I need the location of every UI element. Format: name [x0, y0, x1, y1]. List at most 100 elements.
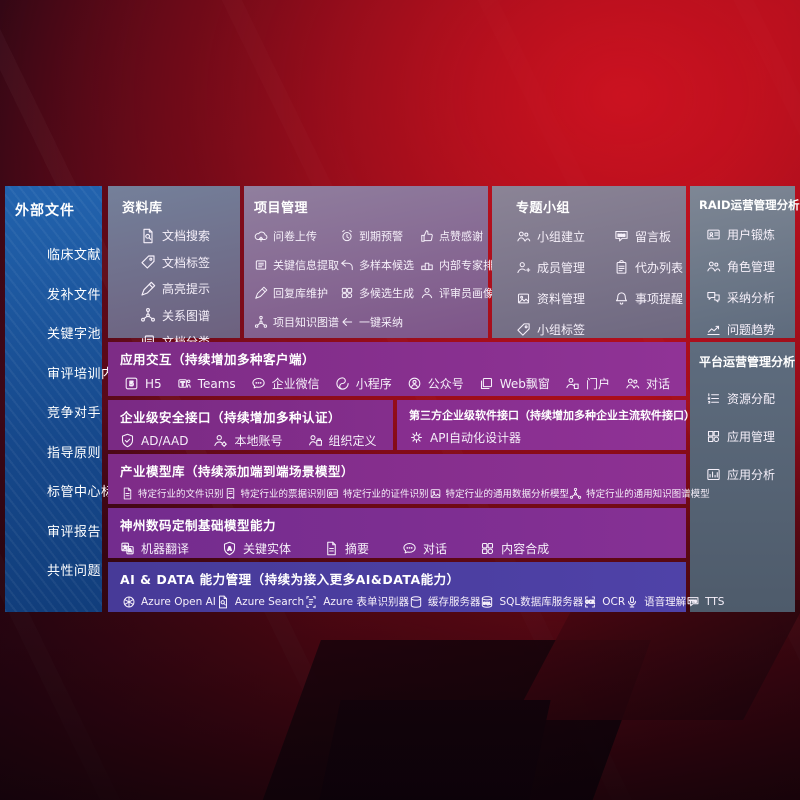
feature-label: 到期预警: [359, 230, 403, 243]
model-label: 特定行业的通用数据分析模型: [445, 489, 570, 500]
capability-label: 摘要: [345, 542, 370, 556]
api-item: API自动化设计器: [409, 429, 521, 446]
resource-allocation-icon: [706, 391, 721, 406]
feature-item: 事项提醒: [614, 290, 683, 307]
feature-item: 高亮提示: [140, 280, 232, 297]
feature-item: 资料管理: [516, 290, 614, 307]
expert-ranking-icon: [420, 258, 434, 272]
external-file-item: 关键字池: [47, 323, 102, 342]
bbs-board-icon: [614, 229, 629, 244]
feature-item: 小组建立: [516, 228, 614, 245]
external-files-panel: 外部文件 临床文献 发补文件 关键字池 审评培训内容 竞争对手 指导原则: [5, 186, 128, 612]
capability-label: 内容合成: [501, 542, 550, 556]
adopt-analysis-icon: [706, 290, 721, 305]
relation-graph-icon: [140, 307, 156, 323]
panel-title: 外部文件: [15, 203, 75, 219]
teams-icon: [177, 376, 192, 391]
ai-service-label: TTS: [705, 595, 725, 608]
client-item: Teams: [177, 376, 236, 391]
reviewer-profile-icon: [420, 286, 434, 300]
feature-item: 多候选生成: [340, 285, 420, 301]
feature-item: 应用分析: [706, 466, 791, 483]
external-file-item: 审评报告: [47, 521, 102, 540]
custom-base-model-row: 神州数码定制基础模型能力 机器翻译 关键实体 摘要 对话: [108, 508, 686, 558]
row-title: 第三方企业级软件接口（持续增加多种企业主流软件接口）: [409, 409, 695, 422]
client-label: 小程序: [355, 377, 392, 391]
client-label: 门户: [585, 377, 610, 391]
feature-item: 问卷上传: [254, 228, 340, 244]
project-feature-grid: 问卷上传 到期预警 点赞感谢 关键信息提取 多样本候选: [254, 228, 505, 330]
app-manage-icon: [706, 429, 721, 444]
feature-label: 多候选生成: [359, 287, 414, 300]
tts-icon: [686, 595, 700, 609]
chat-icon: [402, 541, 417, 556]
capability-item: 内容合成: [480, 540, 549, 557]
highlight-pen-icon: [140, 281, 156, 297]
model-item: 特定行业的文件识别: [121, 486, 224, 500]
ai-data-capability-row: AI & DATA 能力管理（持续为接入更多AI&DATA能力） Azure O…: [108, 562, 724, 612]
sql-server-icon: [480, 595, 494, 609]
client-item: 对话: [625, 375, 670, 392]
group-create-icon: [516, 229, 531, 244]
receipt-recognition-icon: [224, 487, 237, 500]
feature-label: 评审员画像: [439, 287, 494, 300]
auth-label: 本地账号: [234, 434, 283, 448]
feature-label: 角色管理: [727, 259, 776, 274]
key-entity-icon: [222, 541, 237, 556]
app-interaction-row: 应用交互（持续增加多种客户端） H5 Teams 企业微信 小程序: [108, 342, 686, 396]
ai-service-label: SQL数据库服务器: [499, 596, 584, 608]
client-list: H5 Teams 企业微信 小程序 公众号: [120, 375, 674, 392]
feature-label: 用户锻炼: [727, 228, 776, 242]
knowledge-graph-model-icon: [569, 487, 582, 500]
certificate-recognition-icon: [326, 487, 339, 500]
file-recognition-icon: [121, 487, 134, 500]
feature-label: 代办列表: [635, 261, 684, 275]
background-shape: [319, 700, 551, 800]
knowledge-graph-icon: [254, 315, 268, 329]
ocr-icon: [583, 595, 597, 609]
model-item: 特定行业的通用数据分析模型: [429, 486, 570, 500]
api-list: API自动化设计器: [409, 429, 674, 446]
feature-item: 角色管理: [706, 258, 791, 275]
external-files-list: 临床文献 发补文件 关键字池 审评培训内容 竞争对手 指导原则 标管中心标准: [15, 244, 128, 579]
panel-title: RAID运营管理分析: [699, 198, 800, 212]
feature-item: 文档标签: [140, 254, 232, 271]
ai-service-label: 语音理解: [644, 596, 687, 608]
user-card-icon: [706, 227, 721, 242]
feature-item: 采纳分析: [706, 289, 791, 306]
capability-item: 对话: [402, 540, 447, 557]
external-file-item: 竞争对手: [47, 402, 102, 421]
form-recognizer-icon: [304, 595, 318, 609]
row-title: 应用交互（持续增加多种客户端）: [120, 352, 316, 367]
ai-service-label: 缓存服务器: [427, 596, 481, 608]
feature-label: 一键采纳: [359, 315, 403, 329]
external-file-item: 发补文件: [47, 284, 102, 303]
feature-item: 项目知识图谱: [254, 314, 340, 330]
thumbs-up-icon: [420, 229, 434, 243]
auth-item: AD/AAD: [120, 433, 188, 448]
auth-label: AD/AAD: [141, 433, 189, 448]
feature-label: 关键信息提取: [273, 258, 339, 272]
official-account-icon: [407, 376, 422, 391]
speech-icon: [625, 595, 639, 609]
model-label: 特定行业的文件识别: [138, 489, 224, 500]
ai-service-label: Azure Search: [234, 595, 305, 608]
feature-item: 多样本候选: [340, 257, 420, 273]
feature-item: 到期预警: [340, 228, 420, 244]
ai-service-item: Azure Search: [216, 595, 304, 609]
capability-label: 关键实体: [243, 542, 292, 556]
feature-label: 资料管理: [537, 292, 586, 306]
data-analysis-model-icon: [429, 487, 442, 500]
client-label: H5: [145, 376, 162, 391]
capability-item: 摘要: [324, 540, 369, 557]
external-file-item: 指导原则: [47, 442, 102, 461]
ai-service-label: Azure 表单识别器: [323, 596, 409, 608]
project-management-panel: 项目管理 问卷上传 到期预警 点赞感谢 关键信息提取: [244, 186, 505, 338]
panel-title: 专题小组: [516, 201, 571, 216]
external-file-item: 审评培训内容: [47, 363, 128, 382]
capability-item: 机器翻译: [120, 540, 189, 557]
row-title: 企业级安全接口（持续增加多种认证）: [120, 410, 342, 425]
app-analysis-icon: [706, 467, 721, 482]
capability-label: 对话: [423, 542, 448, 556]
external-file-label: 关键字池: [47, 327, 102, 342]
